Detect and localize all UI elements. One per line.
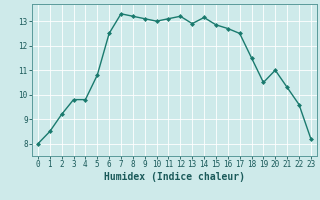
- X-axis label: Humidex (Indice chaleur): Humidex (Indice chaleur): [104, 172, 245, 182]
